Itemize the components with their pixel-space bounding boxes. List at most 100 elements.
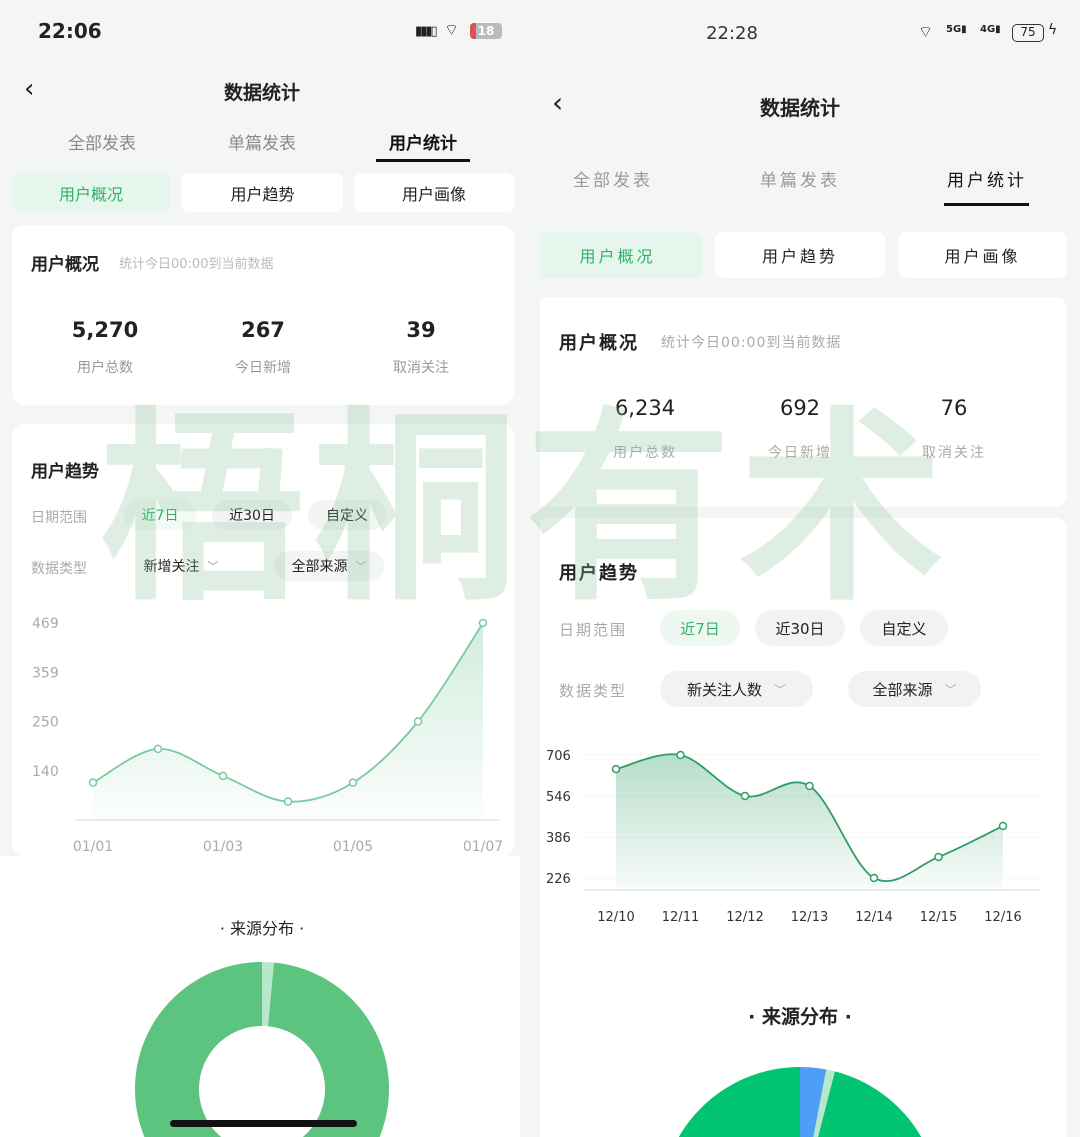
y-tick-label: 546 [546, 790, 571, 805]
tab-single-post[interactable]: 单篇发表 [760, 171, 840, 191]
tab-user-stats[interactable]: 用户统计 [947, 171, 1027, 191]
overview-card: 用户概况 统计今日00:00到当前数据 5,270 用户总数 267 今日新增 … [12, 225, 514, 405]
chevron-down-icon: ﹀ [774, 682, 787, 697]
stat-unfollow-label: 取消关注 [922, 445, 986, 461]
y-tick-label: 140 [32, 764, 59, 780]
subtab-user-profile[interactable]: 用户画像 [354, 173, 514, 212]
wifi-icon: ⌔ [918, 22, 934, 41]
y-tick-label: 250 [32, 715, 59, 731]
stat-new-today-label: 今日新增 [235, 360, 291, 376]
stat-unfollow: 76 [940, 396, 968, 420]
pie-slice [800, 1067, 827, 1137]
data-point [153, 744, 163, 754]
x-tick-label: 12/13 [791, 910, 828, 925]
overview-subtitle: 统计今日00:00到当前数据 [661, 335, 842, 351]
stat-new-today: 692 [779, 396, 821, 420]
tab-all-posts[interactable]: 全部发表 [68, 134, 136, 154]
data-type-value: 新关注人数 [686, 680, 762, 699]
data-type-dropdown[interactable]: 新增关注 ﹀ [126, 551, 236, 581]
data-point [998, 821, 1008, 831]
trend-chart: 706 546 386 226 12/10 12/11 12/12 12/13 12/14 12/… [546, 749, 1040, 1137]
data-type-dropdown[interactable]: 新关注人数 ﹀ [660, 671, 813, 707]
overview-title: 用户概况 [559, 333, 639, 354]
y-tick-label: 706 [546, 749, 571, 764]
pie-slice [135, 962, 389, 1137]
date-option-30d[interactable]: 近30日 [755, 610, 845, 646]
date-option-custom[interactable]: 自定义 [860, 610, 948, 646]
left-screen: 22:06 ▮▮▮▯ ⌔ 18 ‹ 数据统计 全部发表 单篇发表 用户统计 用户… [0, 19, 520, 1137]
date-range-label: 日期范围 [31, 510, 87, 526]
trend-title: 用户趋势 [31, 462, 99, 482]
area-fill [616, 754, 1003, 890]
battery-icon: 75 [1012, 24, 1044, 42]
overview-subtitle: 统计今日00:00到当前数据 [119, 257, 274, 272]
tab-all-posts[interactable]: 全部发表 [573, 171, 653, 191]
data-point [88, 778, 98, 787]
subtab-user-profile[interactable]: 用户画像 [898, 232, 1067, 278]
x-tick-label: 01/07 [463, 839, 503, 855]
status-time: 22:06 [38, 19, 102, 43]
date-option-30d[interactable]: 近30日 [212, 500, 292, 530]
x-tick-label: 01/03 [203, 839, 243, 855]
subtab-user-trend[interactable]: 用户趋势 [715, 232, 885, 278]
x-tick-label: 12/10 [597, 910, 634, 925]
stat-new-today: 267 [241, 318, 285, 342]
y-tick-label: 386 [546, 831, 571, 846]
tab-user-stats[interactable]: 用户统计 [389, 134, 457, 154]
subtab-user-trend[interactable]: 用户趋势 [182, 173, 343, 212]
wifi-icon: ⌔ [444, 20, 460, 39]
signal-4g-icon: 4G▮ [980, 24, 1001, 35]
area-fill [93, 623, 483, 820]
back-icon[interactable]: ‹ [24, 74, 35, 104]
stat-total-users: 5,270 [71, 318, 139, 342]
stat-total-users: 6,234 [614, 396, 676, 420]
date-option-7d[interactable]: 近7日 [124, 500, 196, 530]
back-icon[interactable]: ‹ [552, 86, 564, 119]
stat-unfollow: 39 [406, 318, 436, 342]
subtab-user-overview[interactable]: 用户概况 [12, 173, 170, 212]
x-tick-label: 01/01 [73, 839, 113, 855]
date-option-custom[interactable]: 自定义 [308, 500, 386, 530]
x-tick-label: 12/15 [920, 910, 957, 925]
signal-5g-icon: 5G▮ [946, 24, 967, 35]
x-tick-label: 12/16 [984, 910, 1021, 925]
x-tick-label: 01/05 [333, 839, 373, 855]
trend-title: 用户趋势 [559, 563, 639, 584]
data-point [740, 791, 750, 801]
data-point [283, 797, 293, 806]
data-point [805, 781, 814, 791]
charging-icon: ϟ [1048, 22, 1058, 38]
stat-total-users-label: 用户总数 [77, 360, 133, 376]
data-type-label: 数据类型 [559, 682, 628, 700]
data-type-label: 数据类型 [31, 561, 87, 577]
home-indicator [170, 1120, 357, 1127]
data-point [869, 873, 879, 883]
active-tab-indicator [376, 159, 470, 162]
chevron-down-icon: ﹀ [944, 682, 957, 697]
data-point [218, 771, 228, 781]
battery-icon: 18 [470, 23, 502, 39]
pie-slice [813, 1069, 835, 1137]
overview-card: 用户概况 统计今日00:00到当前数据 6,234 用户总数 692 今日新增 … [540, 297, 1067, 507]
data-point [348, 778, 358, 787]
data-point [413, 717, 423, 726]
x-tick-label: 12/14 [855, 910, 892, 925]
source-title: · 来源分布 · [748, 1006, 852, 1028]
stat-unfollow-label: 取消关注 [393, 360, 449, 376]
status-time: 22:28 [706, 23, 758, 44]
date-option-7d[interactable]: 近7日 [660, 610, 740, 646]
source-dropdown[interactable]: 全部来源 ﹀ [274, 551, 384, 581]
tab-single-post[interactable]: 单篇发表 [228, 134, 296, 154]
y-tick-label: 469 [32, 616, 59, 632]
date-range-label: 日期范围 [559, 621, 628, 639]
data-point [611, 764, 621, 774]
x-tick-label: 12/11 [662, 910, 699, 925]
source-dropdown[interactable]: 全部来源 ﹀ [848, 671, 981, 707]
page-title: 数据统计 [760, 96, 840, 120]
subtab-user-overview[interactable]: 用户概况 [540, 232, 703, 278]
signal-icon: ▮▮▮▯ [415, 24, 438, 39]
data-type-value: 新增关注 [143, 559, 200, 575]
data-point [676, 750, 685, 760]
stat-total-users-label: 用户总数 [613, 445, 677, 461]
pie-slice [262, 962, 274, 1027]
